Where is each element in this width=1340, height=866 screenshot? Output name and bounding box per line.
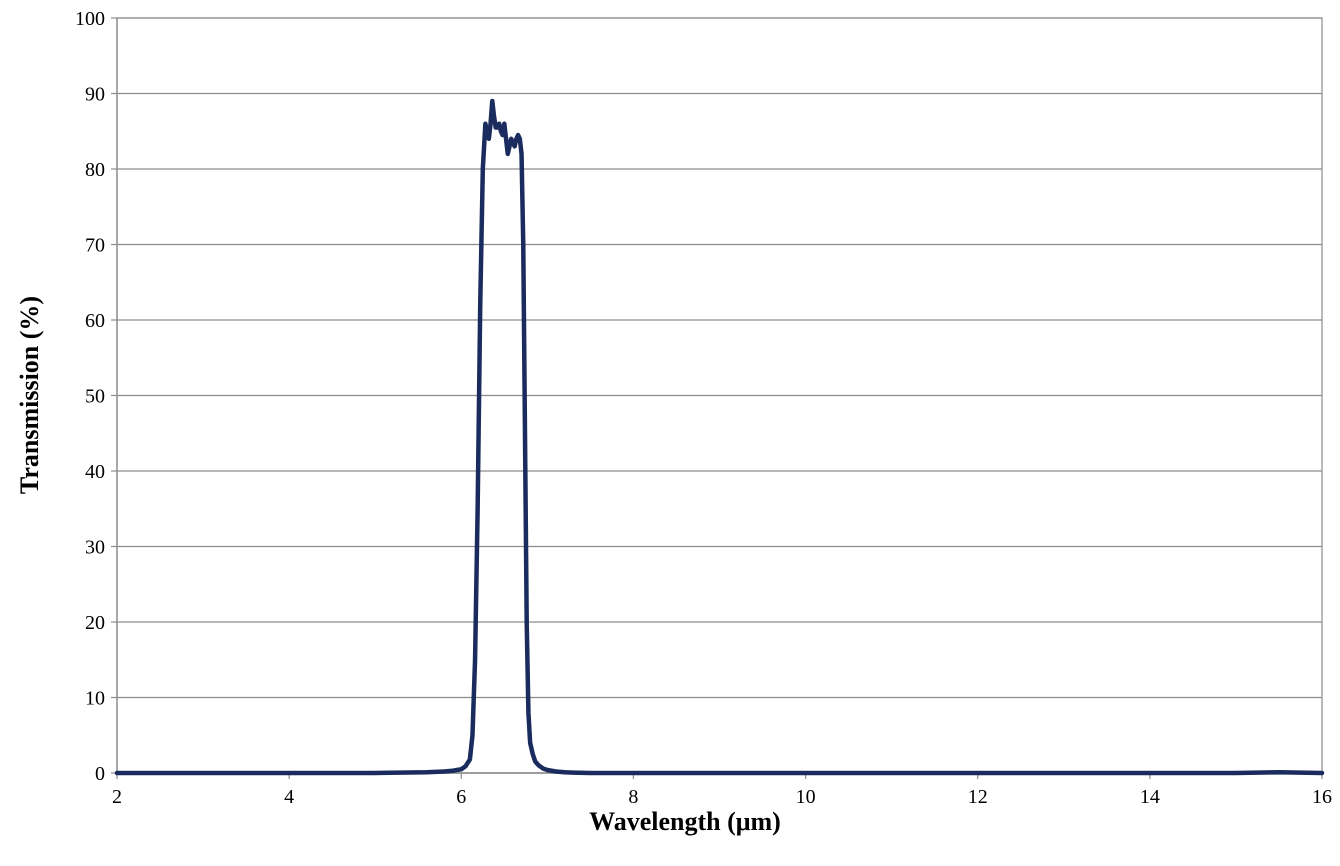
x-tick-label-14: 14: [1140, 786, 1160, 808]
x-tick-label-2: 2: [112, 786, 122, 808]
x-tick-label-4: 4: [284, 786, 294, 808]
x-axis-title: Wavelength (μm): [589, 807, 781, 836]
y-tick-label-80: 80: [85, 159, 105, 181]
tick-labels: 0 10 20 30 40 50 60 70 80 90 100 2 4 6 8 10 12 14 16: [75, 8, 1332, 808]
y-tick-label-0: 0: [95, 763, 105, 785]
y-tick-label-100: 100: [75, 8, 105, 30]
y-tick-label-90: 90: [85, 84, 105, 106]
y-tick-label-70: 70: [85, 235, 105, 257]
y-tick-label-30: 30: [85, 537, 105, 559]
x-tick-label-10: 10: [796, 786, 816, 808]
series-layer: [114, 98, 1325, 776]
x-tick-label-12: 12: [968, 786, 988, 808]
y-axis-title: Transmission (%): [15, 296, 44, 494]
x-tick-label-6: 6: [456, 786, 466, 808]
y-tick-label-60: 60: [85, 310, 105, 332]
y-tick-label-20: 20: [85, 612, 105, 634]
y-tick-label-10: 10: [85, 688, 105, 710]
x-tick-label-16: 16: [1312, 786, 1332, 808]
x-tick-label-8: 8: [628, 786, 638, 808]
y-tick-label-40: 40: [85, 461, 105, 483]
y-tick-label-50: 50: [85, 386, 105, 408]
series-line-0: [114, 98, 1325, 776]
